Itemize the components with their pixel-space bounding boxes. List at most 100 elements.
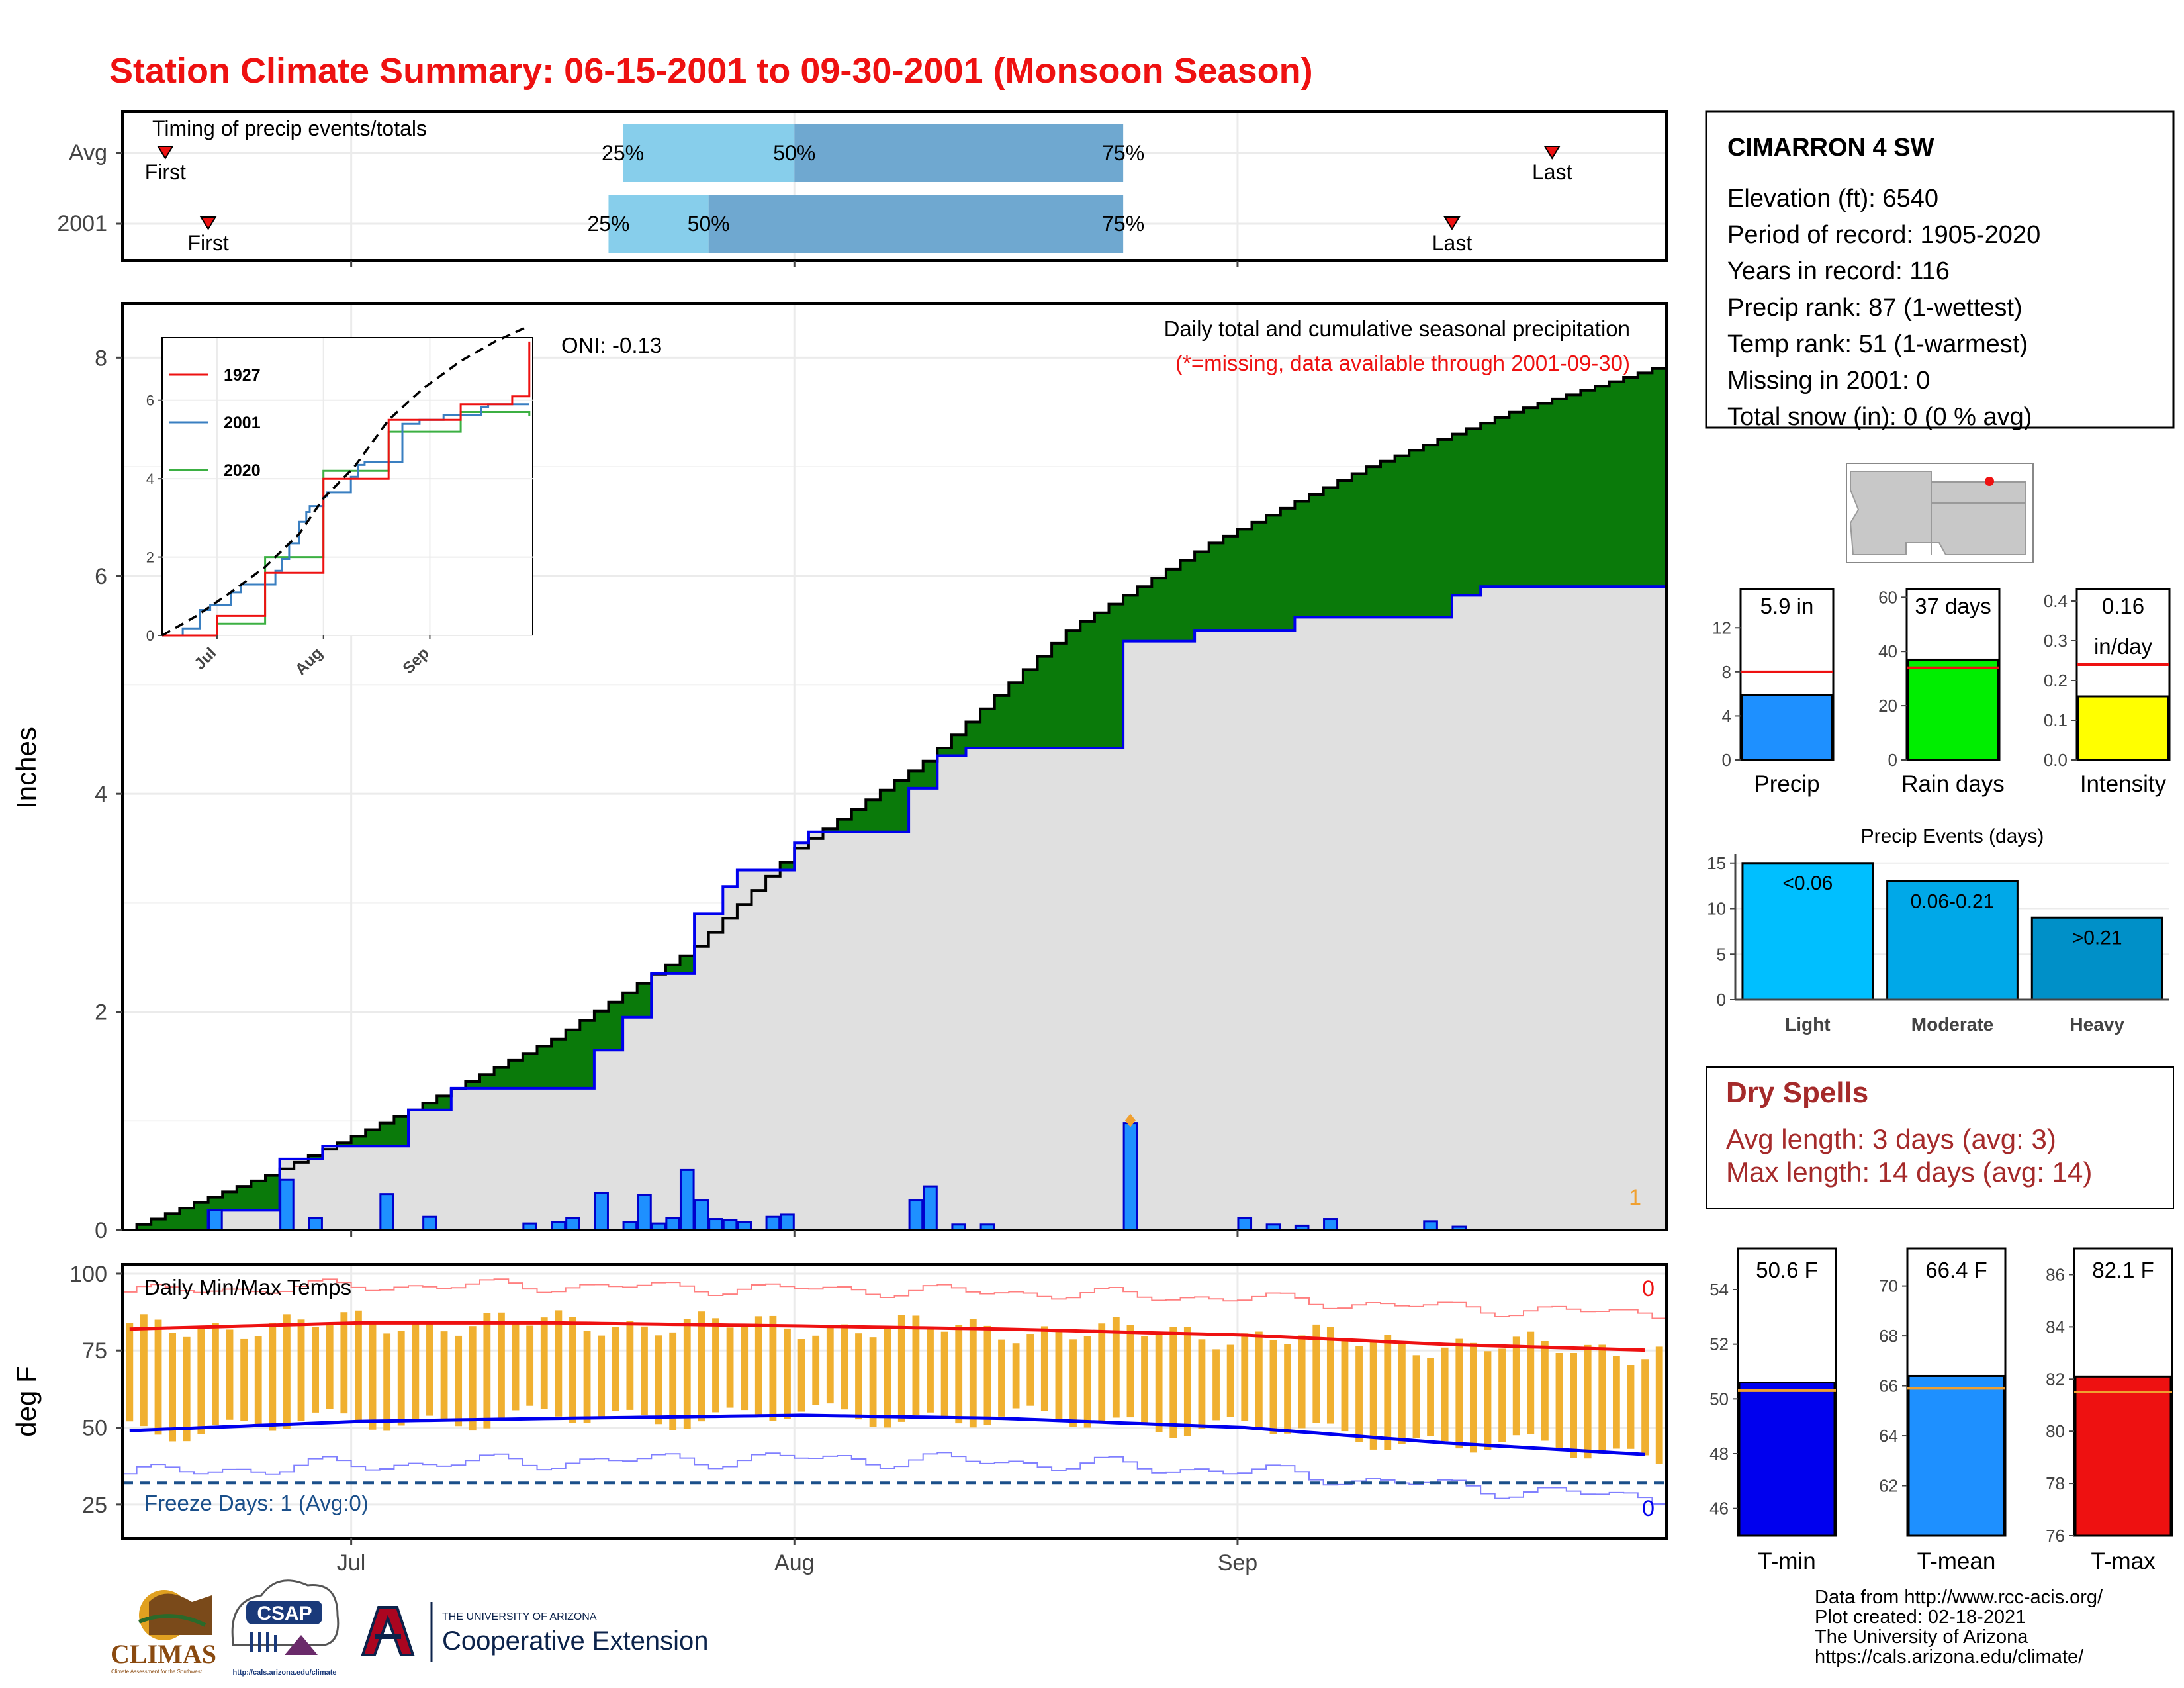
summary-bar-tick: 40 [1878, 641, 1897, 661]
precip-y-tick: 8 [95, 346, 107, 371]
events-bar-label: 0.06-0.21 [1911, 890, 1995, 912]
inset-legend-label: 2001 [224, 414, 261, 432]
daily-temp-range-bar [1641, 1359, 1649, 1456]
daily-temp-range-bar [927, 1326, 934, 1413]
summary-bar-value [2077, 695, 2169, 761]
temp-summary-tick: 62 [1879, 1476, 1898, 1496]
daily-temp-range-bar [1226, 1344, 1234, 1417]
temp-summary-bar-value [1738, 1382, 1836, 1537]
daily-temp-range-bar [1126, 1325, 1134, 1418]
temp-panel: 25 50 75 100 deg F Daily Min/Max Temps Free… [11, 1262, 1668, 1540]
daily-temp-range-bar [1341, 1339, 1349, 1432]
station-info-line: Total snow (in): 0 (0 % avg) [1727, 403, 2032, 431]
timing-row-label-avg: Avg [69, 140, 107, 165]
temp-summary-tick: 76 [2046, 1526, 2065, 1546]
first-event-label: First [188, 231, 229, 255]
avg-cumulative-line [122, 367, 1666, 1231]
temp-count-top: 0 [1642, 1276, 1655, 1301]
daily-temp-range-bar [1527, 1331, 1535, 1434]
observed-cumulative-line [122, 585, 1666, 1231]
daily-precip-bar [1237, 1217, 1253, 1231]
daily-temp-range-bar [998, 1339, 1005, 1417]
daily-precip-bar [308, 1217, 323, 1231]
daily-temp-range-bar [698, 1311, 705, 1422]
precip-events-chart: Precip Events (days) <0.06 Light 0.06-0.21… [1706, 825, 2173, 1041]
inset-average-line [161, 324, 530, 637]
missing-count: 1 [1629, 1185, 1641, 1210]
csap-logo-text: CSAP [257, 1603, 312, 1624]
daily-temp-range-bar [369, 1323, 377, 1430]
summary-bar-tick: 0.0 [2044, 750, 2068, 770]
daily-temp-range-bar [1498, 1348, 1506, 1442]
events-y-tick: 10 [1707, 899, 1726, 919]
daily-temp-range-bar [440, 1331, 448, 1419]
daily-temp-range-bar [1183, 1327, 1191, 1437]
freeze-days-label: Freeze Days: 1 (Avg:0) [144, 1491, 369, 1515]
dry-spells-max: Max length: 14 days (avg: 14) [1726, 1156, 2092, 1188]
summary-bar-tick: 60 [1878, 587, 1897, 607]
temp-summary-tick: 82 [2046, 1369, 2065, 1389]
events-category-label: Light [1785, 1014, 1830, 1035]
daily-temp-range-bar [383, 1333, 391, 1431]
dry-spells-title: Dry Spells [1726, 1076, 1868, 1109]
events-category-label: Heavy [2070, 1014, 2124, 1035]
precip-y-tick: 2 [95, 1000, 107, 1025]
climas-logo: CLIMAS Climate Assessment for the Southw… [111, 1590, 216, 1675]
timing-bar-q50-q75 [794, 124, 1124, 182]
daily-temp-range-bar [655, 1335, 662, 1425]
daily-precip-bar [379, 1193, 394, 1231]
daily-temp-range-bar [1627, 1365, 1635, 1449]
daily-temp-range-bar [1398, 1342, 1406, 1444]
climas-logo-subtext: Climate Assessment for the Southwest [111, 1669, 203, 1675]
daily-temp-range-bar [1412, 1355, 1420, 1438]
ua-logo-big-text: Cooperative Extension [442, 1626, 708, 1656]
daily-temp-range-bar [569, 1317, 576, 1423]
station-info-line: Years in record: 116 [1727, 258, 1950, 285]
summary-bar-tick: 0.3 [2044, 631, 2068, 651]
temp-summary-tick: 54 [1709, 1280, 1729, 1299]
locator-map [1846, 463, 2034, 563]
temp-heading: Daily Min/Max Temps [144, 1275, 351, 1299]
daily-temp-range-bar [741, 1325, 749, 1411]
summary-bar-tick: 0 [1888, 750, 1897, 770]
daily-temp-range-bar [240, 1338, 248, 1421]
summary-bar-name: Intensity [2080, 771, 2167, 797]
daily-temp-range-bar [612, 1327, 619, 1412]
temp-summary-name: T-min [1758, 1548, 1816, 1574]
daily-temp-range-bar [1255, 1331, 1263, 1429]
timing-panel: 25% 50% 75% First Last 25% 50% 75% First Last Tim… [57, 110, 1668, 267]
daily-temp-range-bar [754, 1316, 762, 1417]
temp-summary-name: T-mean [1917, 1548, 1996, 1574]
temp-summary-tick: 64 [1879, 1426, 1898, 1446]
summary-bars: 5.9 in 0 4 8 12 Precip 37 days 0 20 40 60 Rain days… [1712, 587, 2171, 797]
daily-precip-bar [722, 1219, 738, 1231]
daily-temp-range-bar [526, 1325, 534, 1406]
precip-ylabel: Inches [11, 727, 42, 809]
daily-temp-range-bar [483, 1313, 491, 1429]
station-info-line: Period of record: 1905-2020 [1727, 221, 2040, 249]
daily-temp-range-bar [1541, 1340, 1549, 1441]
temp-summary-bars: 50.6 F 46 48 50 52 54 T-min 66.4 F 62 64 66 68 70 T-m… [1709, 1247, 2173, 1574]
summary-bar-tick: 0.2 [2044, 671, 2068, 690]
summary-bar-value-label: 5.9 in [1760, 594, 1814, 618]
temp-y-tick: 100 [69, 1262, 107, 1287]
timing-q75-label: 75% [1102, 212, 1144, 236]
daily-precip-bar [765, 1215, 781, 1231]
daily-temp-range-bar [1112, 1317, 1120, 1418]
last-event-marker [1443, 216, 1461, 230]
daily-temp-range-bar [197, 1329, 205, 1434]
station-info-line: Elevation (ft): 6540 [1727, 185, 1938, 212]
inset-legend-label: 2020 [224, 461, 261, 480]
temp-count-bottom: 0 [1642, 1496, 1655, 1521]
temp-summary-value-label: 82.1 F [2092, 1258, 2154, 1282]
daily-temp-range-bar [254, 1336, 262, 1427]
daily-temp-range-bar [1083, 1336, 1091, 1428]
temp-y-tick: 25 [82, 1493, 107, 1518]
daily-temp-range-bar [812, 1335, 820, 1405]
events-bar [1886, 880, 2019, 1001]
timing-q25-label: 25% [602, 141, 644, 165]
temp-summary-tick: 68 [1879, 1326, 1898, 1346]
temp-summary-bar-value [1907, 1374, 2005, 1537]
daily-temp-range-bar [855, 1333, 862, 1420]
last-event-label: Last [1532, 160, 1572, 184]
